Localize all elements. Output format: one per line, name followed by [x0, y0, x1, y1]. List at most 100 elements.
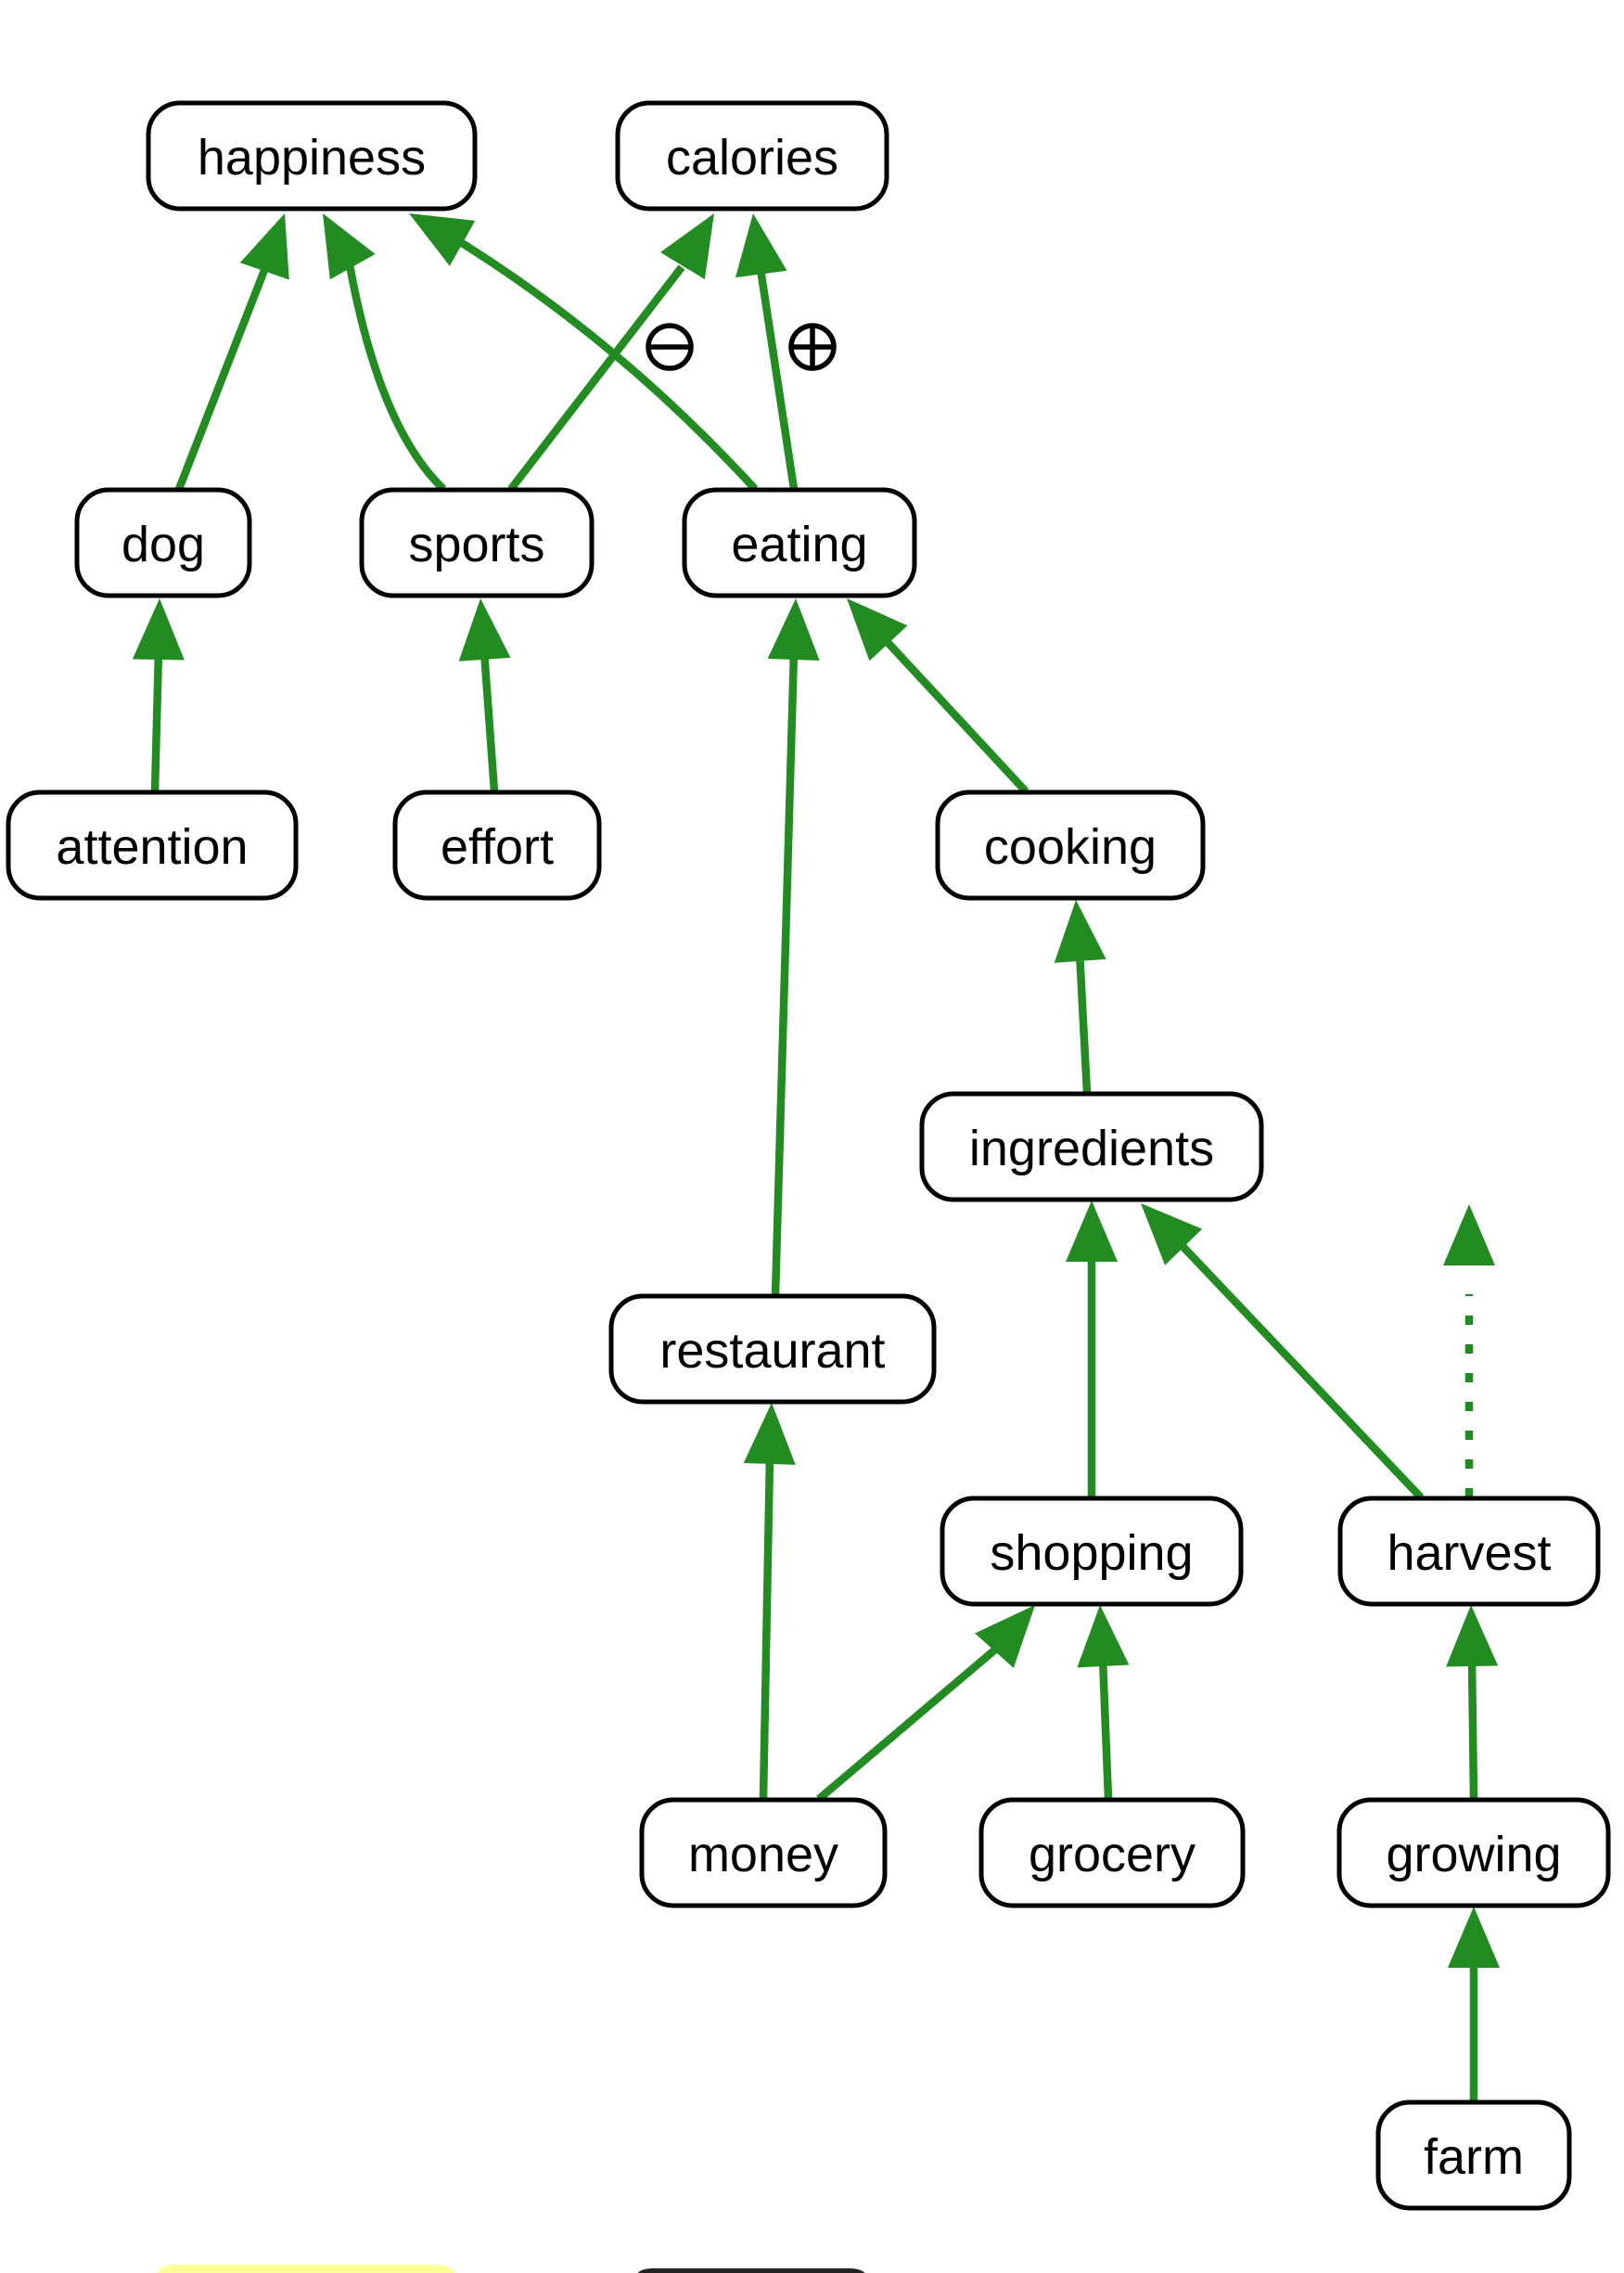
node-label: happiness	[198, 130, 426, 186]
circled-minus-icon	[646, 323, 694, 371]
edge-effort-to-sports	[458, 598, 511, 792]
edge-farm-to-growing	[1448, 1907, 1500, 2101]
edge-harvest-dotted	[1443, 1204, 1495, 1497]
edge-restaurant-to-eating	[767, 598, 820, 1296]
edges-layer	[132, 213, 1500, 2101]
node-box	[935, 790, 1206, 901]
node-grocery: grocery	[978, 1797, 1246, 1908]
node-label: money	[688, 1827, 838, 1882]
footer-chip-yellow	[158, 2265, 454, 2273]
node-calories: calories	[615, 100, 889, 212]
node-box	[940, 1496, 1244, 1607]
node-eating: eating	[682, 487, 917, 598]
footer-partial	[158, 2265, 865, 2273]
node-label: sports	[408, 517, 544, 572]
node-label: eating	[731, 517, 867, 572]
arrowhead-icon	[239, 213, 289, 280]
arrowhead-icon	[1054, 900, 1106, 963]
edge-line	[175, 254, 274, 491]
node-restaurant: restaurant	[608, 1293, 937, 1405]
arrowhead-icon	[743, 1403, 796, 1465]
edge-growing-to-harvest	[1446, 1605, 1499, 1800]
node-box	[639, 1797, 888, 1908]
node-box	[919, 1091, 1264, 1202]
arrowhead-icon	[1141, 1203, 1203, 1265]
edge-sports-to-happiness	[323, 213, 446, 493]
node-label: ingredients	[969, 1121, 1214, 1176]
edge-cooking-to-eating	[847, 598, 1029, 794]
node-ingredients: ingredients	[919, 1091, 1264, 1202]
node-cooking: cooking	[935, 790, 1206, 901]
edge-sports-to-calories	[507, 213, 714, 492]
arrowhead-icon	[1446, 1605, 1499, 1667]
edge-line	[480, 650, 499, 792]
arrowhead-icon	[458, 598, 511, 661]
node-box	[615, 100, 889, 212]
node-money: money	[639, 1797, 888, 1908]
node-label: growing	[1386, 1827, 1561, 1882]
arrowhead-icon	[1443, 1204, 1495, 1265]
edge-line	[150, 650, 163, 792]
edge-dog-to-happiness	[175, 213, 289, 491]
arrowhead-icon	[1066, 1201, 1118, 1262]
node-sports: sports	[359, 487, 595, 598]
arrowhead-icon	[1448, 1907, 1500, 1968]
node-label: farm	[1424, 2129, 1524, 2185]
edge-money-to-shopping	[816, 1605, 1035, 1803]
edge-line	[1075, 951, 1092, 1094]
signs-layer	[646, 323, 837, 371]
node-box	[146, 100, 478, 212]
footer-chip-dark	[637, 2268, 865, 2273]
node-box	[682, 487, 917, 598]
edge-grocery-to-shopping	[1077, 1605, 1130, 1800]
node-shopping: shopping	[940, 1496, 1244, 1607]
edge-ingredients-to-cooking	[1054, 900, 1106, 1094]
node-harvest: harvest	[1337, 1496, 1601, 1607]
edge-line	[344, 259, 446, 493]
node-attention: attention	[6, 790, 299, 901]
nodes-layer: happiness calories dog sports eating attentio…	[6, 100, 1611, 2211]
edge-line	[1176, 1240, 1425, 1500]
arrowhead-icon	[409, 213, 476, 266]
edge-line	[1467, 1658, 1478, 1800]
node-box	[359, 487, 595, 598]
node-label: shopping	[990, 1525, 1193, 1581]
node-label: harvest	[1387, 1525, 1551, 1581]
edge-eating-to-calories	[735, 213, 799, 490]
node-box	[608, 1293, 937, 1405]
edge-line	[816, 1646, 998, 1803]
edge-line	[1098, 1658, 1113, 1800]
arrowhead-icon	[735, 213, 787, 278]
arrowhead-icon	[1077, 1605, 1130, 1668]
node-box	[74, 487, 252, 598]
arrowhead-icon	[975, 1605, 1035, 1668]
edge-line	[880, 636, 1029, 794]
edge-money-to-restaurant	[743, 1403, 796, 1800]
arrowhead-icon	[767, 598, 820, 661]
node-box	[1337, 1496, 1601, 1607]
node-happiness: happiness	[146, 100, 478, 212]
node-dog: dog	[74, 487, 252, 598]
arrowhead-icon	[659, 213, 714, 279]
node-box	[392, 790, 602, 901]
edge-harvest-to-ingredients	[1141, 1203, 1425, 1500]
edge-line	[756, 268, 799, 490]
node-label: attention	[56, 819, 248, 875]
arrowhead-icon	[847, 598, 908, 661]
node-box	[6, 790, 299, 901]
node-box	[1336, 1797, 1611, 1908]
edge-line	[507, 264, 685, 492]
node-label: dog	[121, 517, 205, 572]
node-box	[978, 1797, 1246, 1908]
node-label: grocery	[1029, 1827, 1196, 1882]
node-label: effort	[441, 819, 554, 875]
arrowhead-icon	[132, 598, 185, 661]
node-label: restaurant	[659, 1323, 885, 1379]
node-effort: effort	[392, 790, 602, 901]
node-growing: growing	[1336, 1797, 1611, 1908]
edge-attention-to-dog	[132, 598, 185, 792]
edge-shopping-to-ingredients	[1066, 1201, 1118, 1497]
edge-line	[771, 650, 799, 1296]
node-label: calories	[666, 130, 838, 186]
